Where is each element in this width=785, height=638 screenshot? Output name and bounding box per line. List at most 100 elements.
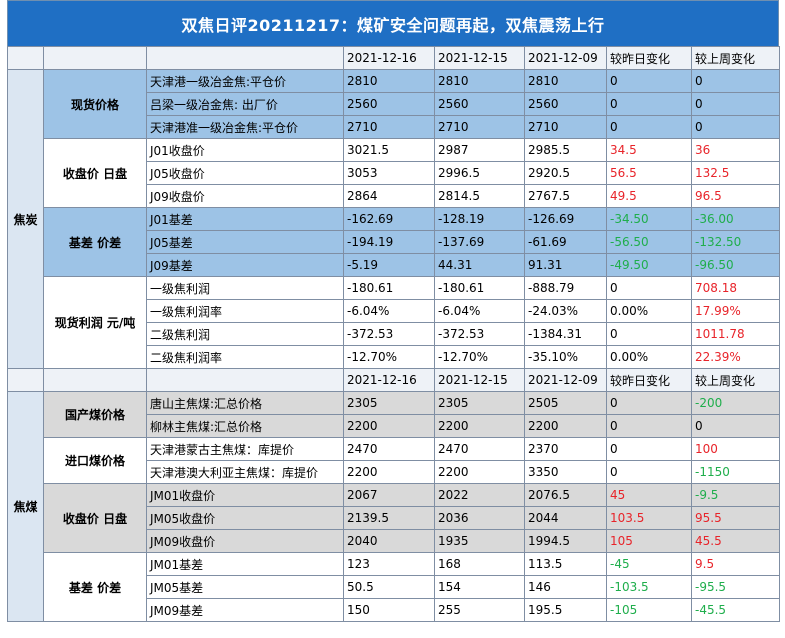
value-cell: 2022: [434, 483, 525, 507]
row-label: JM01收盘价: [146, 483, 344, 507]
table-row: J09收盘价 2864 2814.5 2767.5 49.5 96.5: [8, 184, 780, 208]
row-label: J01基差: [146, 207, 344, 231]
value-cell: -96.50: [691, 253, 780, 277]
table-row: 吕梁一级冶金焦: 出厂价 2560 2560 2560 0 0: [8, 92, 780, 116]
value-cell: 2505: [524, 391, 607, 415]
header-blank-cell: [146, 368, 344, 392]
value-cell: 96.5: [691, 184, 780, 208]
value-cell: -6.04%: [434, 299, 525, 323]
table-row: 焦炭 现货价格 天津港一级冶金焦:平仓价 2810 2810 2810 0 0: [7, 69, 780, 369]
row-label: J05收盘价: [146, 161, 344, 185]
value-cell: -1150: [691, 460, 780, 484]
value-cell: 113.5: [524, 552, 607, 576]
row-label: JM05收盘价: [146, 506, 344, 530]
group-cell: 收盘价 日盘: [43, 483, 147, 553]
row-label: JM05基差: [146, 575, 344, 599]
value-cell: 123: [343, 552, 435, 576]
value-cell: 0: [691, 414, 780, 438]
value-cell: 100: [691, 437, 780, 461]
row-label: 天津港蒙古主焦煤：库提价: [146, 437, 344, 461]
value-cell: -9.5: [691, 483, 780, 507]
value-cell: 1935: [434, 529, 525, 553]
value-cell: 132.5: [691, 161, 780, 185]
value-cell: -12.70%: [343, 345, 435, 369]
report-title: 双焦日评20211217：煤矿安全问题再起，双焦震荡上行: [7, 0, 779, 46]
value-cell: -103.5: [606, 575, 692, 599]
value-cell: -180.61: [434, 276, 525, 300]
value-cell: 154: [434, 575, 525, 599]
column-header: 2021-12-16: [343, 368, 435, 392]
table-body: 2021-12-16 2021-12-15 2021-12-09 较昨日变化 较上周变化…: [7, 46, 780, 622]
value-cell: -45: [606, 552, 692, 576]
value-cell: 9.5: [691, 552, 780, 576]
report-sheet: 双焦日评20211217：煤矿安全问题再起，双焦震荡上行 2021-12-16 2…: [7, 0, 780, 622]
header-row: 2021-12-16 2021-12-15 2021-12-09 较昨日变化 较上周变化: [7, 368, 780, 392]
value-cell: 0: [691, 115, 780, 139]
data-table: 2021-12-16 2021-12-15 2021-12-09 较昨日变化 较上周变化…: [7, 46, 780, 622]
group-cell: 进口煤价格: [43, 437, 147, 484]
value-cell: 91.31: [524, 253, 607, 277]
value-cell: 2200: [343, 460, 435, 484]
value-cell: -24.03%: [524, 299, 607, 323]
value-cell: 2067: [343, 483, 435, 507]
value-cell: -95.5: [691, 575, 780, 599]
value-cell: 2814.5: [434, 184, 525, 208]
row-label: 天津港澳大利亚主焦煤：库提价: [146, 460, 344, 484]
table-row: J09基差 -5.19 44.31 91.31 -49.50 -96.50: [8, 253, 780, 277]
value-cell: 2560: [343, 92, 435, 116]
value-cell: 0: [606, 92, 692, 116]
value-cell: -126.69: [524, 207, 607, 231]
table-row: 二级焦利润 -372.53 -372.53 -1384.31 0 1011.78: [8, 322, 780, 346]
value-cell: 0: [606, 460, 692, 484]
category-cell: 焦炭: [7, 69, 44, 369]
value-cell: 2044: [524, 506, 607, 530]
group-cell: 基差 价差: [43, 207, 147, 277]
value-cell: 49.5: [606, 184, 692, 208]
value-cell: 0: [606, 414, 692, 438]
value-cell: 2710: [343, 115, 435, 139]
column-header: 2021-12-15: [434, 368, 525, 392]
table-row: 进口煤价格 天津港蒙古主焦煤：库提价 2470 2470 2370 0 100: [8, 437, 780, 484]
value-cell: -180.61: [343, 276, 435, 300]
value-cell: 2810: [524, 69, 607, 93]
value-cell: 56.5: [606, 161, 692, 185]
header-blank-cell: [43, 46, 147, 70]
table-row: 收盘价 日盘 J01收盘价 3021.5 2987 2985.5 34.5 36: [8, 138, 780, 208]
value-cell: 2305: [434, 391, 525, 415]
value-cell: 2996.5: [434, 161, 525, 185]
value-cell: 255: [434, 598, 525, 622]
value-cell: -45.5: [691, 598, 780, 622]
value-cell: 2864: [343, 184, 435, 208]
group-cell: 现货价格: [43, 69, 147, 139]
row-label: 一级焦利润: [146, 276, 344, 300]
value-cell: -194.19: [343, 230, 435, 254]
value-cell: 34.5: [606, 138, 692, 162]
value-cell: -6.04%: [343, 299, 435, 323]
value-cell: 2200: [434, 414, 525, 438]
value-cell: 3021.5: [343, 138, 435, 162]
value-cell: 2710: [434, 115, 525, 139]
group-cell: 基差 价差: [43, 552, 147, 622]
column-header: 2021-12-16: [343, 46, 435, 70]
table-row: JM09基差 150 255 195.5 -105 -45.5: [8, 598, 780, 622]
table-row: 现货利润 元/吨 一级焦利润 -180.61 -180.61 -888.79 0 708.1…: [8, 276, 780, 369]
value-cell: 95.5: [691, 506, 780, 530]
value-cell: 2036: [434, 506, 525, 530]
group-cell: 现货利润 元/吨: [43, 276, 147, 369]
value-cell: -36.00: [691, 207, 780, 231]
value-cell: -61.69: [524, 230, 607, 254]
row-label: JM01基差: [146, 552, 344, 576]
value-cell: 0: [606, 276, 692, 300]
value-cell: -105: [606, 598, 692, 622]
value-cell: 195.5: [524, 598, 607, 622]
value-cell: 1011.78: [691, 322, 780, 346]
group-cell: 国产煤价格: [43, 391, 147, 438]
value-cell: 2470: [343, 437, 435, 461]
value-cell: 150: [343, 598, 435, 622]
header-blank-cell: [7, 368, 44, 392]
header-row: 2021-12-16 2021-12-15 2021-12-09 较昨日变化 较上周变化: [7, 46, 780, 70]
table-row: 天津港准一级冶金焦:平仓价 2710 2710 2710 0 0: [8, 115, 780, 139]
table-row: 基差 价差 JM01基差 123 168 113.5 -45 9.5: [8, 552, 780, 622]
value-cell: 0: [606, 437, 692, 461]
row-label: 吕梁一级冶金焦: 出厂价: [146, 92, 344, 116]
